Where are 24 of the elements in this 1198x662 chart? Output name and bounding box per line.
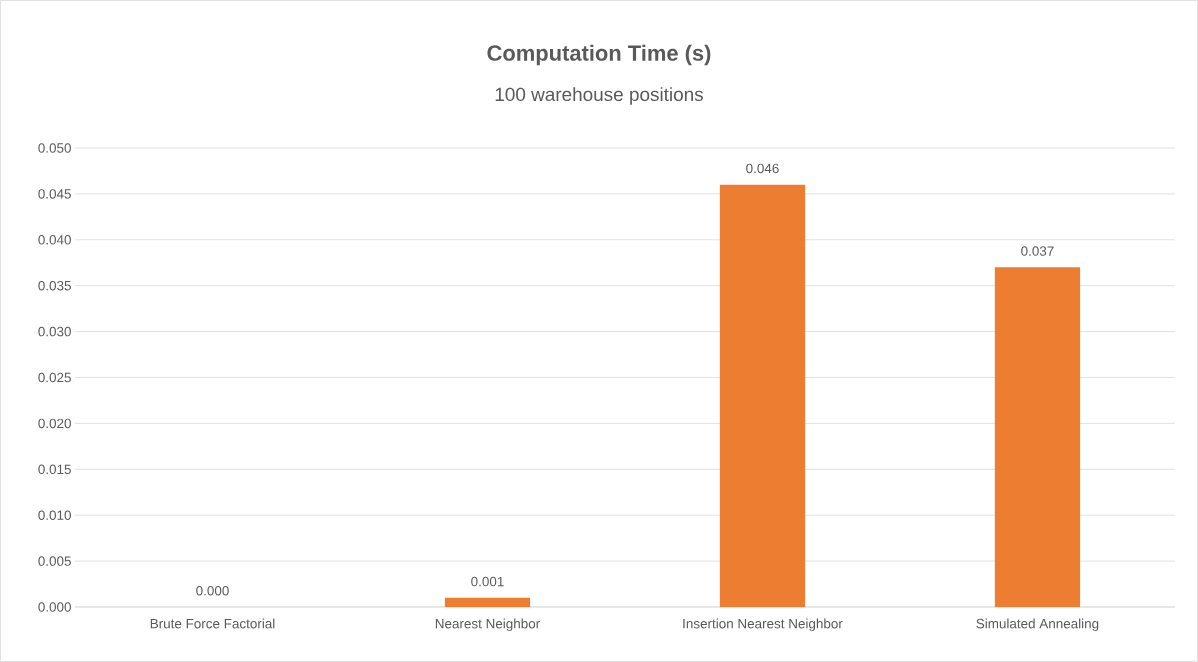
chart-title: Computation Time (s) [487, 44, 711, 66]
data-label: 0.000 [196, 585, 229, 596]
y-tick-label: 0.025 [38, 372, 71, 383]
y-tick-label: 0.035 [38, 280, 71, 291]
y-tick-label: 0.050 [38, 143, 71, 153]
data-label: 0.001 [471, 576, 504, 587]
y-tick-label: 0.005 [38, 556, 71, 566]
x-tick-label: Brute Force Factorial [150, 618, 275, 629]
x-tick-label: Insertion Nearest Neighbor [683, 618, 843, 632]
data-label: 0.037 [1021, 246, 1054, 256]
x-tick-label: Nearest Neighbor [435, 618, 540, 632]
data-label: 0.046 [746, 163, 779, 174]
y-tick-label: 0.000 [38, 602, 71, 612]
bar [719, 184, 806, 607]
y-tick-label: 0.015 [38, 464, 71, 475]
y-tick-label: 0.020 [38, 418, 71, 429]
bar [444, 597, 531, 607]
bar [994, 267, 1081, 607]
chart-subtitle: 100 warehouse positions [495, 87, 703, 105]
x-tick-label: Simulated Annealing [976, 618, 1099, 632]
y-tick-label: 0.030 [38, 326, 71, 337]
y-tick-label: 0.040 [38, 235, 71, 245]
y-tick-label: 0.045 [38, 189, 71, 199]
y-tick-label: 0.010 [38, 510, 71, 520]
